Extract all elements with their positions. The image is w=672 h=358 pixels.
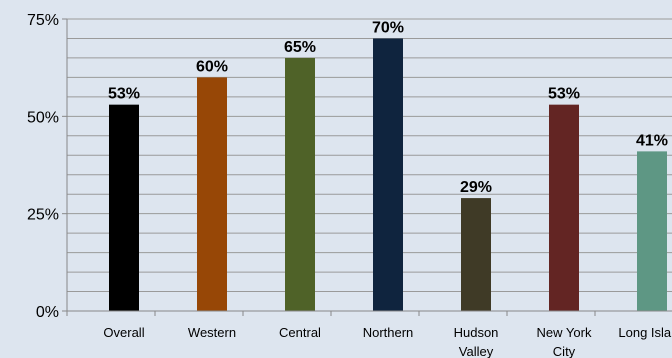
bar <box>373 38 403 311</box>
gridlines <box>67 18 672 293</box>
y-tick-label: 75% <box>27 12 59 29</box>
y-tick-label: 25% <box>27 207 59 224</box>
bar <box>549 104 579 311</box>
category-label: Long Island <box>618 325 672 340</box>
category-label: Hudson Valley <box>454 325 499 358</box>
data-label: 60% <box>196 58 228 75</box>
bar <box>637 151 667 311</box>
category-label: Northern <box>363 325 414 340</box>
category-label: Overall <box>103 325 144 340</box>
bar <box>197 77 227 312</box>
y-tick-label: 50% <box>27 109 59 126</box>
bar <box>109 104 139 311</box>
data-label: 70% <box>372 19 404 36</box>
bar <box>285 57 315 311</box>
category-label: Central <box>279 325 321 340</box>
data-label: 29% <box>460 179 492 196</box>
bar <box>461 198 491 311</box>
category-labels: Overall Western Central Northern Hudson Valle… <box>103 325 672 358</box>
data-label: 65% <box>284 39 316 56</box>
data-label: 53% <box>108 86 140 103</box>
category-label: Western <box>188 325 236 340</box>
data-label: 41% <box>636 132 668 149</box>
y-tick-label: 0% <box>36 304 59 321</box>
data-label: 53% <box>548 86 580 103</box>
bars <box>109 38 667 312</box>
y-tick-labels: 0% 25% 50% 75% <box>27 12 59 321</box>
category-label: New York City <box>537 325 592 358</box>
axes <box>62 18 672 316</box>
data-labels: 53% 60% 65% 70% 29% 53% 41% <box>108 19 668 196</box>
